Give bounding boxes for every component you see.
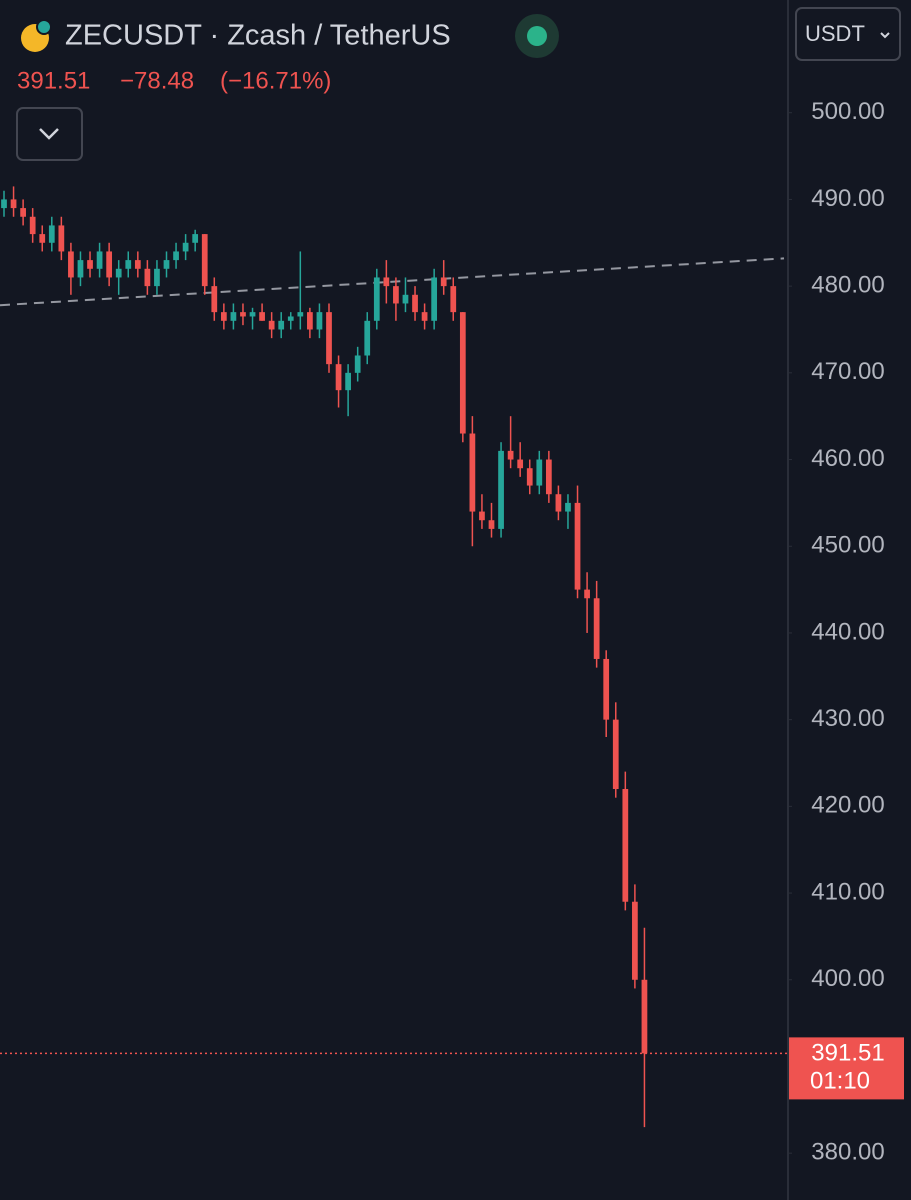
candle-body [182,242,189,252]
chevron-icon [39,128,59,140]
candle-body [593,598,600,659]
candle-body [565,502,571,512]
candle-body [68,251,74,278]
candle-body [431,277,438,321]
price-tag [789,1037,904,1100]
candle-body [498,450,504,529]
currency-chevron [880,32,890,39]
candle-body [612,719,619,790]
candle-body [536,459,543,486]
candle-body [287,316,294,321]
candle-body [421,312,428,321]
y-tick-label: 420.00 [811,792,884,819]
price-tag-countdown: 01:10 [810,1068,870,1095]
candle-body [163,260,170,269]
candle-body [603,658,610,720]
y-tick-label: 460.00 [811,445,884,472]
candle-body [526,468,533,486]
y-tick-label: 500.00 [811,98,884,125]
collapse-button[interactable] [16,107,83,161]
candle-body [1,199,7,209]
price-change-pct: (−16.71%) [220,67,331,94]
candle-body [20,208,26,217]
candle-body [106,251,113,278]
candle-body [173,251,179,261]
y-tick-label: 480.00 [811,271,884,298]
candle-body [450,286,457,313]
last-price: 391.51 [17,67,90,94]
y-tick-label: 490.00 [811,185,884,212]
candle-body [77,260,84,278]
candle-body [268,320,275,330]
candle-body [622,789,629,902]
candle-body [555,494,562,512]
y-tick-label: 400.00 [811,965,884,992]
candle-body [154,268,160,287]
currency-label: USDT [805,21,865,46]
candle-body [507,450,514,460]
candle-body [29,216,36,235]
candle-body [134,260,141,269]
candle-body [249,312,256,317]
candle-body [393,286,399,304]
candle-body [201,234,208,287]
symbol-title: ZECUSDT · Zcash / TetherUS [65,20,451,52]
candle-body [240,312,246,317]
candle-body [488,520,495,529]
candle-body [383,277,390,287]
y-tick-label: 380.00 [811,1139,884,1166]
candle-body [440,277,447,287]
candle-body [278,320,285,330]
candle-body [144,268,151,287]
candle-body [326,312,332,365]
coin-logo-badge [36,19,52,35]
candle-body [469,433,476,512]
candle-body [584,589,590,599]
price-change: −78.48 [120,67,194,94]
candle-body [259,312,265,321]
candle-body [192,234,199,243]
candle-body [632,901,638,980]
candle-body [307,312,313,330]
candle-body [545,459,552,495]
candle-body [220,312,227,321]
candle-body [335,364,342,391]
candle-body [345,372,351,391]
candle-body [39,234,46,243]
candle-body [297,312,304,317]
candle-body [354,355,361,373]
candle-body [479,511,485,521]
candle-body [641,979,648,1054]
candle-body [412,294,418,313]
candle-body [96,251,103,269]
candle-body [58,225,65,252]
candle-body [459,312,466,434]
candle-body [125,260,132,269]
candle-body [316,312,323,330]
candle-body [230,312,237,321]
y-tick-label: 470.00 [811,358,884,385]
candle-body [48,225,55,243]
candle-body [574,502,581,590]
candle-body [10,199,17,209]
candle-body [402,294,409,304]
price-tag-value: 391.51 [811,1040,884,1067]
candle-body [373,277,380,321]
candle-body [115,268,122,278]
candle-body [211,286,218,313]
y-tick-label: 410.00 [811,878,884,905]
currency-button[interactable] [795,7,901,61]
candle-body [517,459,524,469]
y-tick-label: 450.00 [811,532,884,559]
y-tick-label: 440.00 [811,618,884,645]
status-dot [527,26,547,46]
candle-body [364,320,371,356]
trendline [0,257,785,307]
candle-body [87,260,93,269]
y-tick-label: 430.00 [811,705,884,732]
